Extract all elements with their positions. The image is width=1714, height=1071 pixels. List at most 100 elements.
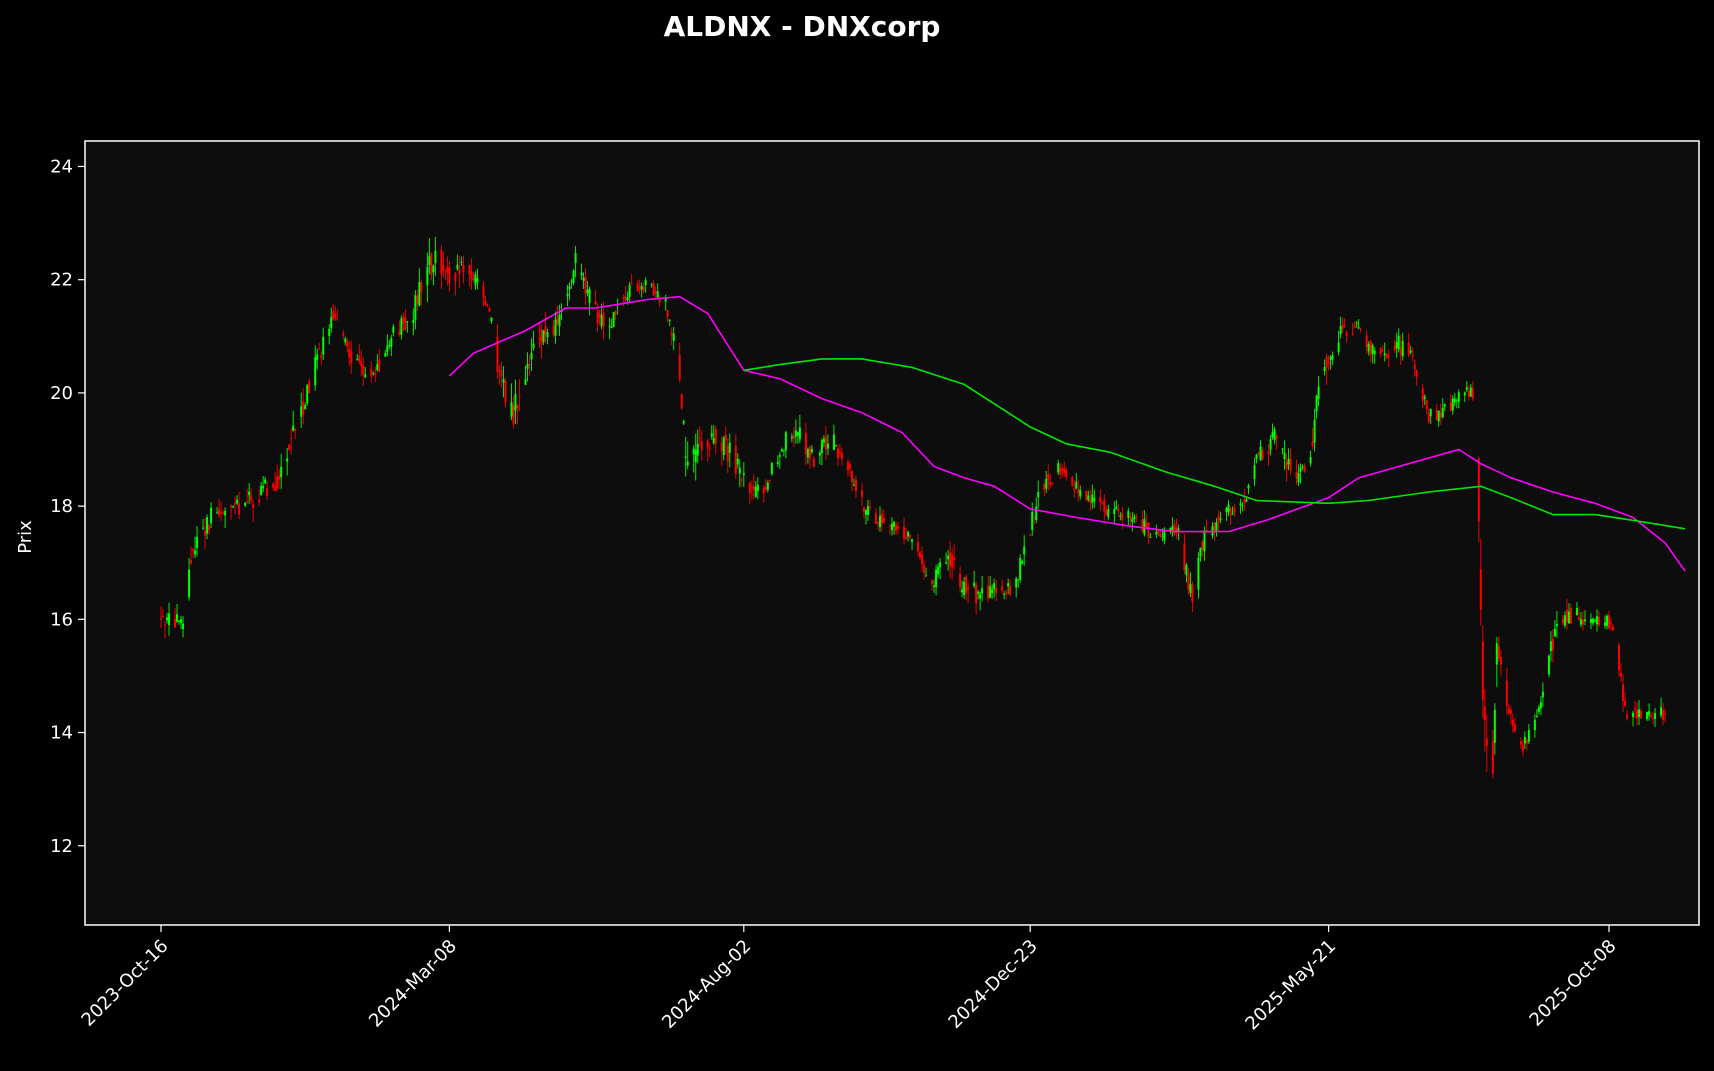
candle-body: [332, 310, 335, 320]
candle-body: [666, 310, 669, 317]
candle-body: [925, 575, 928, 577]
candle-body: [582, 277, 585, 281]
candle-body: [1103, 499, 1106, 512]
candle-body: [1638, 709, 1641, 718]
candle-body: [318, 348, 321, 350]
candle-body: [728, 442, 731, 453]
candle-body: [836, 448, 839, 459]
candle-body: [568, 286, 571, 290]
candle-body: [320, 355, 323, 358]
candle-body: [1147, 522, 1150, 537]
candle-body: [164, 624, 167, 626]
candle-body: [570, 281, 573, 283]
candle-body: [1395, 341, 1398, 348]
candle-body: [834, 445, 837, 447]
candle-body: [1379, 347, 1382, 355]
candle-body: [1065, 470, 1068, 478]
candle-body: [542, 330, 545, 343]
candle-body: [216, 512, 219, 514]
candle-body: [1620, 672, 1623, 677]
candle-body: [993, 583, 996, 590]
candle-body: [1527, 729, 1530, 742]
candle-body: [220, 511, 223, 513]
candle-body: [1477, 458, 1480, 522]
candle-body: [1059, 467, 1062, 475]
candle-body: [1091, 494, 1094, 504]
candle-body: [1247, 485, 1250, 489]
candle-body: [1087, 495, 1090, 500]
chart-title: ALDNX - DNXcorp: [664, 10, 941, 43]
candle-body: [496, 336, 499, 373]
candle-body: [258, 499, 261, 503]
candle-body: [808, 446, 811, 460]
candle-body: [1295, 471, 1298, 479]
candle-body: [476, 278, 479, 283]
x-tick-label: 2024-Dec-23: [944, 936, 1041, 1033]
candle-body: [404, 317, 407, 330]
candle-body: [1359, 329, 1362, 331]
candle-body: [516, 405, 519, 408]
candle-body: [512, 405, 515, 425]
candle-body: [700, 441, 703, 451]
candle-body: [234, 502, 237, 505]
candle-body: [1567, 611, 1570, 624]
x-tick-label: 2025-Oct-08: [1526, 936, 1621, 1031]
candle-body: [572, 270, 575, 283]
candle-body: [252, 504, 255, 508]
candle-body: [939, 562, 942, 568]
candle-body: [280, 466, 283, 478]
candle-body: [794, 430, 797, 437]
candle-body: [740, 479, 743, 481]
candle-body: [1485, 738, 1488, 746]
candle-body: [911, 539, 914, 542]
candle-body: [1407, 342, 1410, 355]
candle-body: [1287, 458, 1290, 465]
candle-body: [1175, 527, 1178, 533]
candle-body: [1317, 386, 1320, 399]
candle-body: [874, 513, 877, 524]
candle-body: [598, 313, 601, 318]
candle-body: [1511, 719, 1514, 726]
candle-body: [1471, 387, 1474, 399]
candle-body: [384, 353, 387, 357]
candle-body: [782, 450, 785, 452]
candle-body: [698, 437, 701, 439]
candle-body: [672, 333, 675, 341]
candle-body: [1449, 402, 1452, 411]
candle-body: [272, 483, 275, 488]
candle-body: [1075, 481, 1078, 489]
candle-body: [1397, 335, 1400, 350]
candle-body: [474, 274, 477, 286]
candle-body: [1159, 533, 1162, 536]
candle-body: [1429, 408, 1432, 417]
candle-body: [889, 525, 892, 527]
candle-body: [502, 379, 505, 383]
candle-body: [933, 585, 936, 587]
candle-body: [286, 458, 289, 462]
candle-body: [1005, 592, 1008, 595]
candle-body: [374, 373, 377, 375]
candle-body: [680, 393, 683, 409]
candle-body: [1481, 641, 1484, 700]
candle-body: [1537, 707, 1540, 712]
candle-body: [514, 394, 517, 411]
candle-body: [846, 462, 849, 471]
candle-body: [987, 585, 990, 599]
candle-body: [945, 562, 948, 564]
candle-body: [1423, 396, 1426, 399]
candle-body: [1057, 463, 1060, 473]
candle-body: [1577, 617, 1580, 620]
candle-body: [1393, 346, 1396, 350]
candle-body: [1199, 547, 1202, 557]
candle-body: [1622, 684, 1625, 702]
candle-body: [554, 319, 557, 336]
candle-body: [608, 326, 611, 328]
candle-body: [1381, 349, 1384, 351]
candle-body: [176, 614, 179, 622]
candle-body: [350, 351, 353, 364]
candle-body: [1387, 355, 1390, 357]
candle-body: [1367, 343, 1370, 352]
candle-body: [1201, 541, 1204, 550]
candle-body: [406, 321, 409, 323]
candle-body: [1525, 740, 1528, 744]
